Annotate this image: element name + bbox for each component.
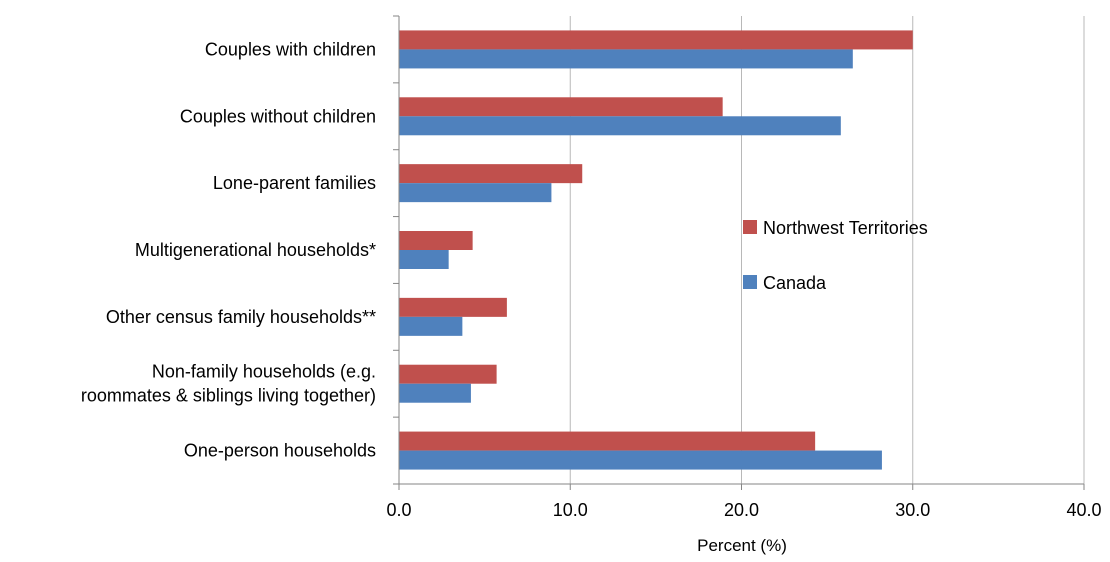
bar-canada [399,183,552,203]
legend-label: Northwest Territories [763,218,928,238]
category-label: Other census family households** [106,307,376,327]
category-label: One-person households [184,441,376,461]
bar-canada [399,383,471,403]
tick-labels: 0.0 10.0 20.0 30.0 40.0 [386,500,1101,520]
bar-northwest-territories [399,364,497,384]
x-tick-label: 30.0 [895,500,930,520]
bar-northwest-territories [399,164,583,184]
category-label: Couples without children [180,106,376,126]
x-tick-label: 10.0 [553,500,588,520]
bar-canada [399,316,463,336]
gridlines [569,16,1085,484]
category-label: Couples with children [205,39,376,59]
legend-label: Canada [763,273,827,293]
category-label: Multigenerational households* [135,240,376,260]
bar-northwest-territories [399,97,723,117]
x-tick-label: 0.0 [386,500,411,520]
category-label: Lone-parent families [213,173,376,193]
x-axis-title: Percent (%) [697,536,787,555]
bars [399,30,913,470]
bar-canada [399,49,853,69]
bar-canada [399,250,449,269]
category-label: Non-family households (e.g. [152,362,376,382]
legend: Northwest Territories Canada [743,218,928,293]
bar-northwest-territories [399,297,507,317]
bar-canada [399,116,841,136]
category-labels: Couples with children Couples without chi… [81,39,376,460]
bar-northwest-territories [399,431,816,451]
legend-swatch [743,275,757,289]
legend-swatch [743,220,757,234]
bar-canada [399,450,882,470]
x-tick-label: 40.0 [1066,500,1101,520]
bar-northwest-territories [399,30,913,50]
axes [393,15,1085,490]
category-label: roommates & siblings living together) [81,386,376,406]
bar-northwest-territories [399,231,473,250]
x-tick-label: 20.0 [724,500,759,520]
